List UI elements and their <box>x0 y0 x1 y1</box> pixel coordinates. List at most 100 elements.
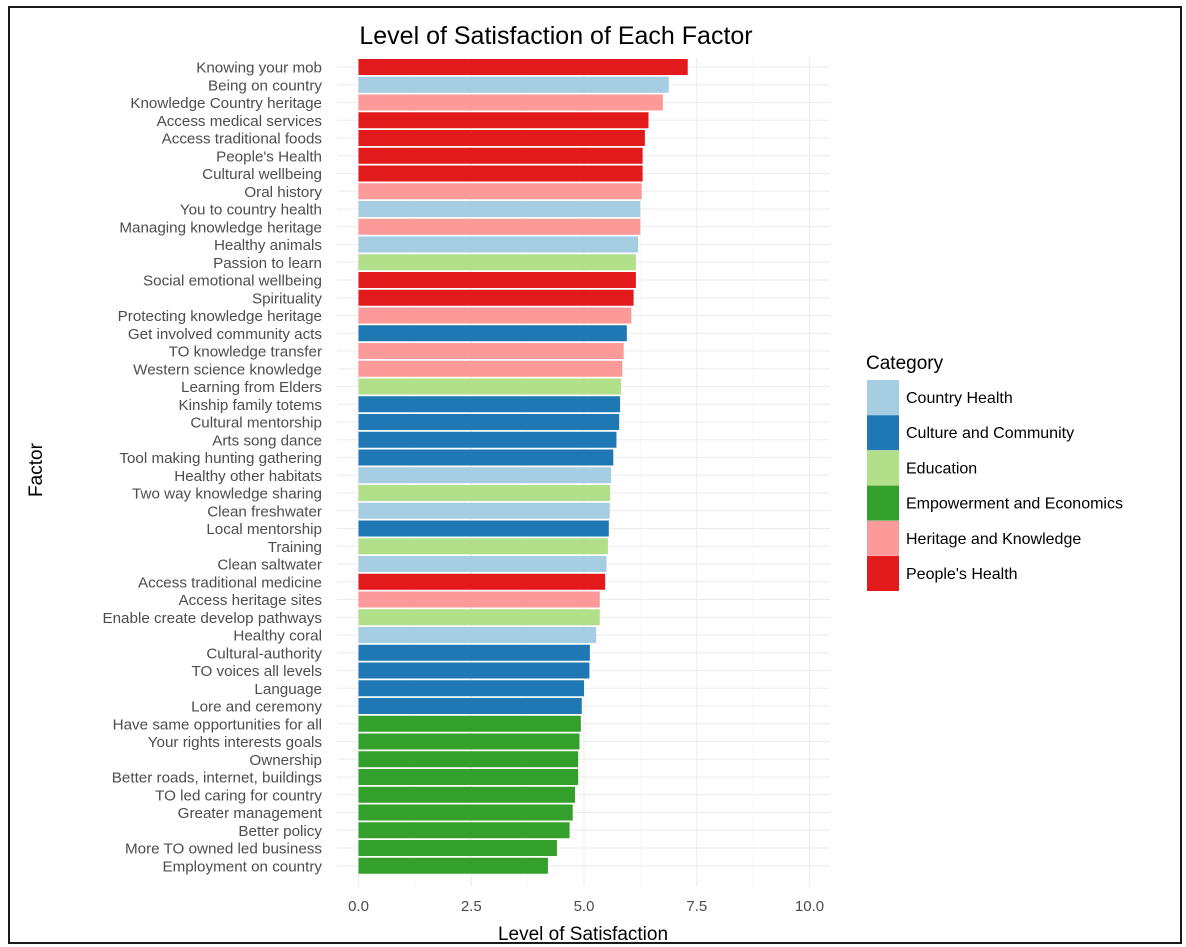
bar <box>358 76 669 93</box>
y-tick-label: Access traditional foods <box>162 131 323 148</box>
bar <box>358 414 620 430</box>
y-tick-label: Healthy animals <box>214 237 322 254</box>
bar <box>358 218 641 235</box>
legend-swatch <box>867 380 899 415</box>
bar <box>358 431 617 448</box>
bar <box>358 751 579 768</box>
y-tick-label: Cultural-authority <box>206 645 322 662</box>
y-tick-label: More TO owned led business <box>125 841 322 858</box>
y-tick-label: People's Health <box>216 148 322 165</box>
bar <box>358 591 600 608</box>
y-tick-label: Language <box>254 681 322 698</box>
x-tick-label: 5.0 <box>574 898 595 915</box>
bar <box>358 236 639 253</box>
y-tick-label: Access heritage sites <box>178 592 322 609</box>
y-tick-label: Lore and ceremony <box>191 699 322 716</box>
legend-label: Country Health <box>906 390 1013 407</box>
legend-label: Education <box>906 460 977 477</box>
bar <box>358 822 570 839</box>
y-tick-label: Better roads, internet, buildings <box>112 770 323 787</box>
y-tick-label: Enable create develop pathways <box>102 610 322 627</box>
y-tick-label: TO voices all levels <box>191 663 322 680</box>
x-tick-label: 10.0 <box>795 898 824 915</box>
bar <box>358 289 634 306</box>
y-tick-label: Local mentorship <box>206 521 322 538</box>
legend-title: Category <box>866 353 944 374</box>
y-tick-label: Your rights interests goals <box>148 734 323 751</box>
bar <box>358 715 581 732</box>
bar <box>358 644 590 661</box>
legend-swatch <box>867 556 899 591</box>
x-tick-label: 7.5 <box>686 898 707 915</box>
y-tick-label: Training <box>268 539 322 556</box>
y-tick-label: Greater management <box>178 805 323 822</box>
legend-swatch <box>867 485 899 521</box>
y-tick-label: Spirituality <box>252 290 322 307</box>
y-tick-label: Get involved community acts <box>128 326 323 343</box>
bar <box>358 769 579 785</box>
bar <box>358 502 610 519</box>
bar <box>358 804 573 821</box>
y-tick-label: Knowing your mob <box>196 60 322 77</box>
legend-label: Heritage and Knowledge <box>906 531 1081 548</box>
y-tick-label: TO knowledge transfer <box>169 344 322 361</box>
bar <box>358 556 607 572</box>
y-tick-label: Two way knowledge sharing <box>132 486 322 503</box>
legend-label: Empowerment and Economics <box>906 496 1123 513</box>
legend: Category Country Health Culture and Commu… <box>866 353 1123 591</box>
y-tick-label: Access traditional medicine <box>138 574 322 591</box>
bar <box>358 165 643 182</box>
y-tick-label: Being on country <box>208 77 322 94</box>
y-tick-label: Clean saltwater <box>217 557 322 574</box>
legend-swatch <box>867 520 899 556</box>
bar <box>358 94 663 111</box>
y-tick-label: Kinship family totems <box>179 397 323 414</box>
bar <box>358 733 580 750</box>
bar <box>358 272 636 288</box>
bar <box>358 343 624 359</box>
bar <box>358 520 609 537</box>
bar <box>358 449 614 466</box>
bar <box>358 573 606 590</box>
bar <box>358 698 582 714</box>
y-tick-label: Have same opportunities for all <box>113 716 322 733</box>
y-tick-label: Tool making hunting gathering <box>119 450 322 467</box>
y-tick-label: Protecting knowledge heritage <box>118 308 322 325</box>
y-tick-label: Cultural wellbeing <box>202 166 322 183</box>
bar <box>358 307 632 324</box>
y-tick-label: Knowledge Country heritage <box>130 95 322 112</box>
legend-swatch <box>867 450 899 486</box>
y-tick-label: Clean freshwater <box>207 503 322 520</box>
bar <box>358 201 641 217</box>
bar <box>358 857 548 874</box>
x-tick-labels: 0.0 2.5 5.0 7.5 10.0 <box>348 898 824 915</box>
bar <box>358 467 612 484</box>
y-tick-label: Learning from Elders <box>181 379 322 396</box>
bar <box>358 130 645 146</box>
x-tick-label: 2.5 <box>461 898 482 915</box>
y-tick-label: Arts song dance <box>212 432 322 449</box>
y-tick-label: Passion to learn <box>213 255 322 272</box>
bar <box>358 662 590 679</box>
y-tick-label: Ownership <box>249 752 322 769</box>
bars <box>358 59 688 874</box>
chart-title: Level of Satisfaction of Each Factor <box>359 22 752 50</box>
y-axis-title: Factor <box>26 442 47 497</box>
y-tick-label: Healthy coral <box>233 628 322 645</box>
bar <box>358 360 623 377</box>
bar <box>358 840 557 856</box>
y-tick-label: You to country health <box>180 202 322 219</box>
bar <box>358 147 643 164</box>
y-tick-label: Access medical services <box>157 113 323 130</box>
bar <box>358 538 608 555</box>
bar <box>358 396 621 413</box>
bar <box>358 680 584 697</box>
x-axis-title: Level of Satisfaction <box>498 924 668 945</box>
bar <box>358 183 642 200</box>
bar <box>358 325 627 342</box>
y-tick-label: Social emotional wellbeing <box>143 273 322 290</box>
bar <box>358 378 621 395</box>
bar <box>358 59 688 75</box>
